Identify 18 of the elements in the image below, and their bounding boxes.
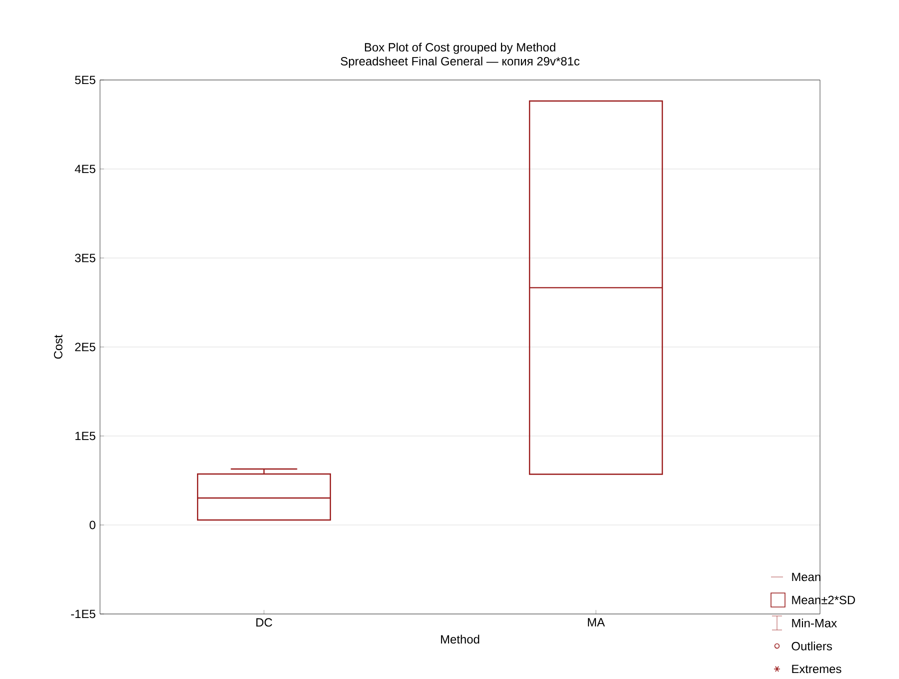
y-tick-label: -1E5 — [71, 610, 96, 618]
annotation: Mean±2*SD — [792, 596, 855, 604]
text: Outliers — [792, 642, 832, 650]
x-tick-label: MA — [588, 618, 605, 626]
text: Min-Max — [792, 618, 837, 628]
chart-title: Box Plot of Cost grouped by Method — [364, 42, 556, 54]
y-axis-title: Cost — [54, 334, 62, 359]
annotation: Mean — [792, 572, 820, 582]
y-tick-label: 2E5 — [75, 342, 96, 352]
y-tick-label: 0 — [90, 520, 96, 530]
y-tick-label: 1E5 — [75, 432, 96, 440]
y-tick-label: 3E5 — [75, 254, 96, 262]
chart-subtitle: Spreadsheet Final General — копия 29v*81c — [340, 56, 580, 68]
text: Extremes — [792, 664, 842, 674]
y-tick-label: 5E5 — [75, 76, 96, 84]
x-tick-label: DC — [256, 618, 272, 627]
x-axis-title: Method — [441, 634, 480, 644]
y-tick-label: 4E5 — [74, 164, 96, 174]
